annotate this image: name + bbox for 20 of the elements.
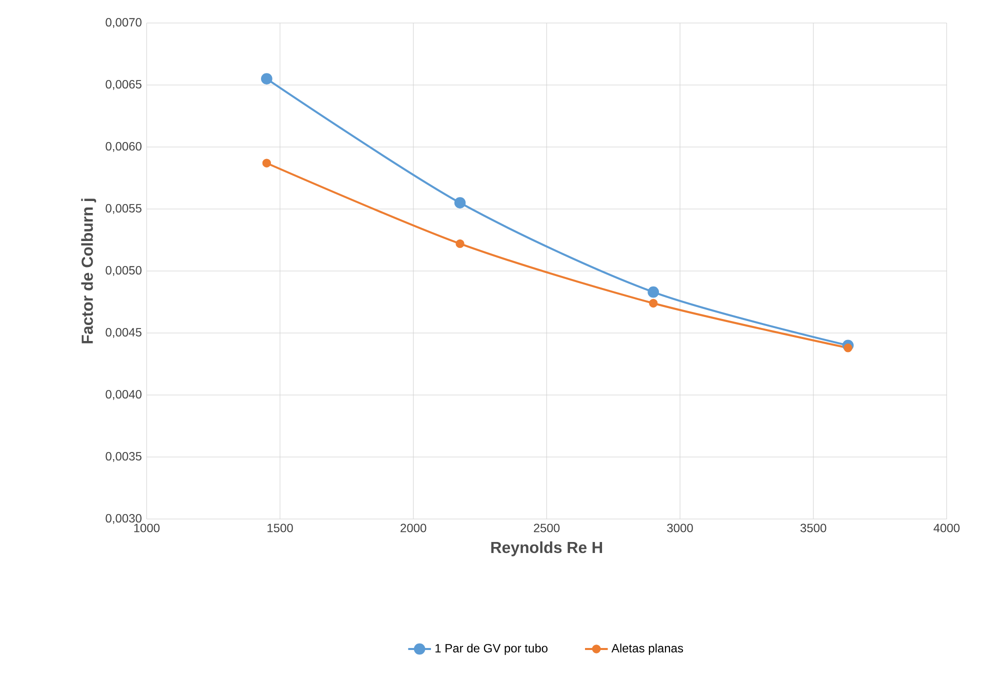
- x-tick-label: 4000: [934, 524, 960, 532]
- y-tick-label: 0,0030: [106, 514, 142, 524]
- x-tick-label: 1000: [134, 524, 160, 532]
- legend-label: Aletas planas: [611, 644, 684, 655]
- y-axis-title: Factor de Colburn j: [81, 198, 96, 344]
- y-tick-label: 0,0050: [106, 266, 142, 276]
- y-tick-label: 0,0040: [106, 390, 142, 400]
- x-tick-label: 1500: [268, 524, 293, 532]
- x-tick-label: 3000: [667, 524, 693, 532]
- y-tick-label: 0,0070: [106, 18, 142, 28]
- x-tick-label: 3500: [800, 524, 826, 532]
- y-tick-label: 0,0035: [106, 452, 142, 462]
- y-tick-label: 0,0045: [106, 328, 142, 338]
- y-tick-label: 0,0060: [106, 142, 142, 152]
- y-tick-label: 0,0065: [106, 80, 142, 90]
- y-tick-label: 0,0055: [106, 204, 142, 214]
- x-tick-label: 2500: [534, 524, 560, 532]
- legend-label: 1 Par de GV por tubo: [436, 644, 548, 655]
- x-tick-label: 2000: [400, 524, 426, 532]
- x-axis-title: Reynolds Re H: [491, 541, 602, 556]
